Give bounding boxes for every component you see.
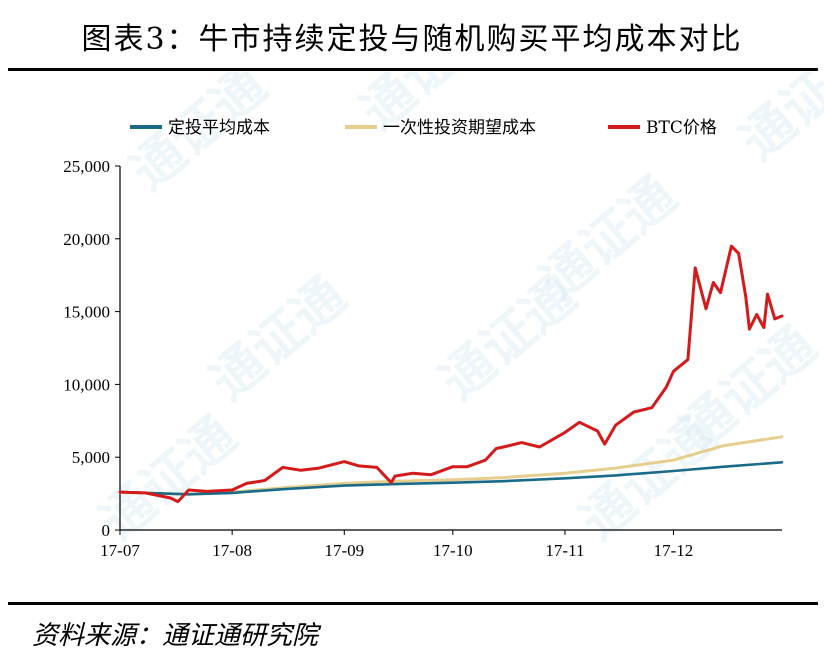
chart-axes: 0 5,000 10,000 15,000 20,000 25,000 17-07 17-08… <box>63 157 782 560</box>
y-tick-label: 5,000 <box>72 448 110 467</box>
watermark-text: 通证通 <box>200 266 358 412</box>
source-note: 资料来源：通证通研究院 <box>32 621 319 651</box>
y-tick-label: 10,000 <box>63 375 110 394</box>
x-tick-label: 17-10 <box>433 541 473 560</box>
legend-label-dca: 定投平均成本 <box>168 118 270 138</box>
y-tick-label: 20,000 <box>63 230 110 249</box>
line-chart: 通证通通证通通证通通证通通证通通证通通证通通证通通证通 定投平均成本一次性投资期… <box>63 72 824 560</box>
x-tick-label: 17-12 <box>654 541 694 560</box>
y-tick-label: 0 <box>102 521 111 540</box>
legend-label-btc: BTC价格 <box>646 118 717 138</box>
y-tick-label: 25,000 <box>63 157 110 176</box>
x-tick-label: 17-11 <box>545 541 584 560</box>
watermark-text: 通证通 <box>730 72 824 172</box>
series-line-dca <box>118 461 784 496</box>
series-line-btc <box>118 244 784 504</box>
legend-label-lump: 一次性投资期望成本 <box>383 118 536 138</box>
watermark-text: 通证通 <box>430 266 588 412</box>
chart-plot-area <box>118 244 784 504</box>
y-tick-label: 15,000 <box>63 303 110 322</box>
x-tick-label: 17-09 <box>324 541 364 560</box>
top-rule <box>8 68 818 71</box>
chart-legend: 定投平均成本 一次性投资期望成本 BTC价格 <box>130 118 717 138</box>
x-tick-label: 17-07 <box>100 541 140 560</box>
bottom-rule <box>8 602 818 605</box>
x-tick-label: 17-08 <box>212 541 252 560</box>
figure-title: 图表3：牛市持续定投与随机购买平均成本对比 <box>81 22 743 57</box>
